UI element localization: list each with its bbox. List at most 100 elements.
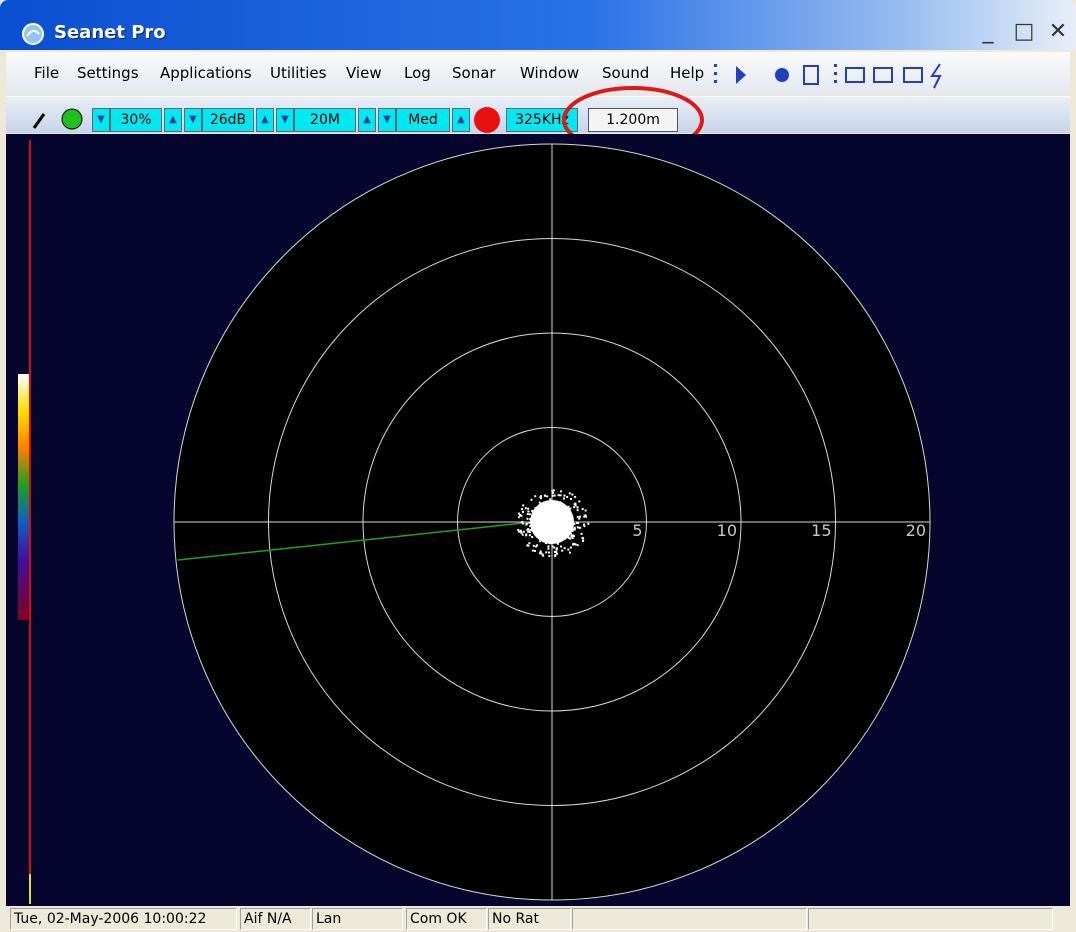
sonar-echo — [578, 518, 580, 520]
sonar-echo — [571, 494, 573, 496]
maximize-button[interactable]: □ — [1010, 20, 1038, 44]
print-button[interactable] — [846, 68, 864, 82]
sonar-echo — [570, 498, 572, 500]
menu-item[interactable]: Utilities — [270, 64, 326, 82]
menu-item[interactable]: Applications — [160, 64, 252, 82]
sonar-echo — [558, 494, 560, 496]
status-field: Com OK — [406, 908, 487, 930]
sonar-echo — [582, 537, 584, 539]
transmit-indicator[interactable] — [472, 105, 502, 135]
sonar-echo — [544, 495, 546, 497]
sonar-echo — [539, 502, 541, 504]
sonar-echo — [573, 535, 575, 537]
menu-item[interactable]: View — [346, 64, 382, 82]
menu-item[interactable]: Sound — [602, 64, 649, 82]
sonar-echo — [526, 523, 528, 525]
sonar-echo — [560, 545, 562, 547]
sonar-echo — [583, 516, 585, 518]
menu-item[interactable]: Log — [404, 64, 431, 82]
sonar-echo — [549, 498, 551, 500]
sonar-echo — [528, 542, 530, 544]
connect-button[interactable] — [62, 109, 82, 129]
menu-item[interactable]: Sonar — [452, 64, 496, 82]
sonar-echo — [554, 551, 556, 553]
sonar-echo — [529, 529, 531, 531]
sonar-echo — [527, 513, 529, 515]
print-setup-button[interactable] — [874, 68, 892, 82]
sonar-echo — [517, 529, 519, 531]
sonar-echo — [551, 490, 553, 492]
sonar-echo — [556, 547, 558, 549]
status-field — [572, 908, 807, 930]
decrease-button[interactable]: ▼ — [92, 108, 110, 132]
sonar-echo — [532, 550, 534, 552]
range-label: 20 — [906, 521, 926, 540]
record-button[interactable] — [775, 68, 789, 82]
menu-item[interactable]: Help — [670, 64, 704, 82]
increase-button[interactable]: ▲ — [358, 108, 376, 132]
sonar-echo — [581, 533, 583, 535]
increase-button[interactable]: ▲ — [164, 108, 182, 132]
decrease-button[interactable]: ▼ — [184, 108, 202, 132]
sonar-echo — [583, 525, 585, 527]
contrast-field[interactable]: 26dB — [202, 108, 254, 132]
sonar-echo — [569, 552, 571, 554]
sonar-echo — [560, 494, 562, 496]
sonar-echo — [521, 521, 523, 523]
sonar-echo — [552, 495, 554, 497]
sonar-echo — [530, 500, 574, 544]
sonar-echo — [539, 496, 541, 498]
sonar-echo — [527, 510, 529, 512]
sonar-echo — [569, 492, 571, 494]
menu-item[interactable]: File — [34, 64, 59, 82]
sonar-echo — [548, 555, 550, 557]
options-button[interactable] — [804, 66, 818, 84]
status-field: Lan — [312, 908, 403, 930]
decrease-button[interactable]: ▼ — [276, 108, 294, 132]
sonar-echo — [522, 511, 524, 513]
status-field: Tue, 02-May-2006 10:00:22 — [10, 908, 237, 930]
sonar-echo — [529, 513, 531, 515]
sonar-echo — [554, 495, 556, 497]
sonar-echo — [533, 545, 535, 547]
menu-item[interactable]: Settings — [77, 64, 139, 82]
minimize-button[interactable]: _ — [974, 20, 1002, 44]
decrease-button[interactable]: ▼ — [378, 108, 396, 132]
menu-toolbar-icons — [714, 58, 994, 92]
range-field[interactable]: 20M — [294, 108, 356, 132]
status-field — [808, 908, 1053, 930]
play-button[interactable] — [736, 66, 746, 84]
gain-field[interactable]: 30% — [110, 108, 162, 132]
sonar-echo — [551, 545, 553, 547]
sonar-echo — [574, 496, 576, 498]
status-field: No Rat — [488, 908, 571, 930]
sonar-echo — [528, 522, 530, 524]
resolution-field[interactable]: Med — [396, 108, 450, 132]
sonar-echo — [526, 518, 528, 520]
sonar-echo — [564, 547, 566, 549]
sonar-echo — [585, 516, 587, 518]
sonar-echo — [520, 530, 522, 532]
print-preview-button[interactable] — [904, 68, 922, 82]
sonar-echo — [585, 510, 587, 512]
status-field: Aif N/A — [240, 908, 311, 930]
sonar-echo — [539, 552, 541, 554]
sonar-echo — [566, 496, 568, 498]
close-button[interactable]: ✕ — [1044, 20, 1072, 44]
range-label: 5 — [632, 521, 642, 540]
sonar-echo — [518, 513, 520, 515]
sonar-echo — [577, 544, 579, 546]
increase-button[interactable]: ▲ — [452, 108, 470, 132]
sonar-echo — [587, 523, 589, 525]
sonar-echo — [573, 506, 575, 508]
seanet-window: Seanet Pro _ □ ✕ File Settings Applicati… — [0, 0, 1076, 932]
menu-item[interactable]: Window — [520, 64, 579, 82]
increase-button[interactable]: ▲ — [256, 108, 274, 132]
sonar-echo — [582, 540, 584, 542]
tool-button[interactable] — [34, 114, 44, 128]
sonar-echo — [560, 490, 562, 492]
flash-button[interactable] — [932, 64, 940, 88]
sonar-echo — [527, 545, 529, 547]
sonar-echo — [563, 495, 565, 497]
sonar-echo — [577, 509, 579, 511]
